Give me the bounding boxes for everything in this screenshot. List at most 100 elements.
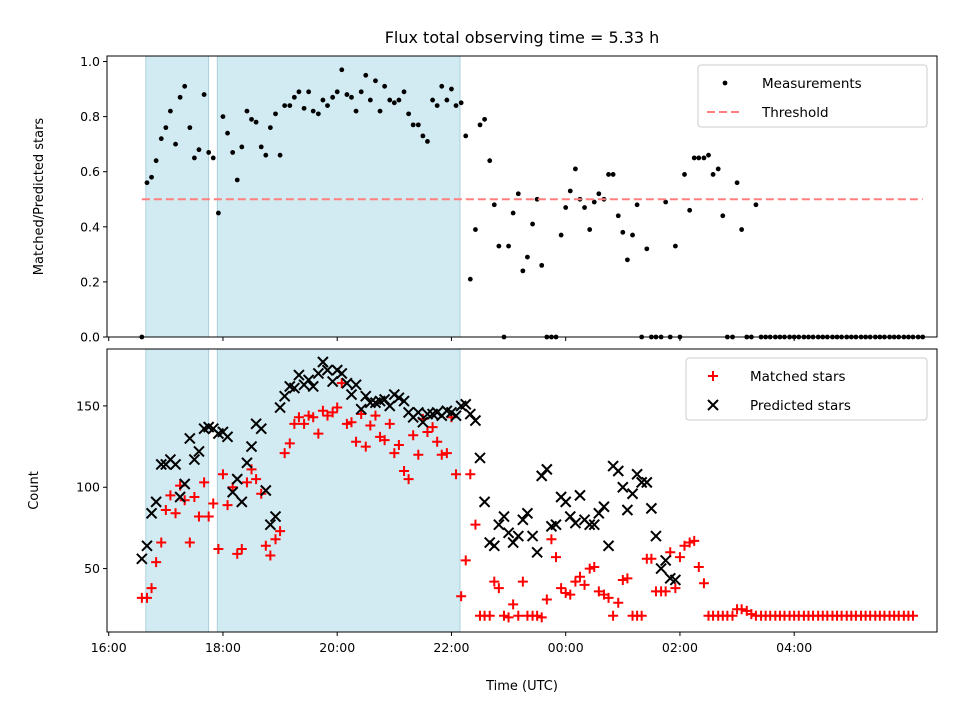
shaded-interval-1 [145, 348, 210, 633]
data-point [526, 530, 539, 542]
shaded-interval-2 [216, 55, 461, 338]
data-point [674, 552, 685, 563]
data-point [160, 505, 171, 516]
data-point [458, 100, 464, 106]
data-point [591, 199, 597, 205]
data-point [253, 119, 259, 125]
data-point [646, 553, 657, 564]
data-point [565, 589, 576, 600]
data-point [541, 463, 553, 476]
data-point [264, 518, 277, 531]
data-point [220, 114, 226, 120]
data-point [230, 150, 236, 155]
top-panel: 0.0 0.2 0.4 0.6 0.8 1.0 Matched/Predicted star… [32, 54, 938, 345]
data-point [588, 518, 600, 531]
data-point [593, 586, 604, 597]
data-point [377, 108, 383, 114]
data-point [165, 490, 176, 501]
data-point [470, 519, 481, 530]
data-point [184, 432, 196, 445]
data-point [312, 367, 325, 380]
legend-marker [708, 371, 718, 381]
data-point [241, 457, 253, 469]
data-point [517, 514, 529, 526]
data-point [241, 477, 252, 488]
data-point [736, 604, 747, 615]
data-point [196, 147, 202, 153]
data-point [417, 416, 429, 428]
data-point [617, 574, 628, 585]
data-point [660, 586, 671, 597]
y-tick-label: 1.0 [80, 54, 100, 69]
data-point [434, 103, 440, 108]
data-point [284, 438, 295, 449]
data-point [449, 86, 454, 92]
y-tick-label: 0.6 [80, 164, 100, 179]
data-point [387, 97, 393, 103]
data-point [456, 591, 467, 602]
data-point [510, 210, 516, 216]
data-point [153, 158, 159, 164]
data-point [450, 409, 462, 422]
data-point [258, 144, 264, 150]
data-point [499, 610, 510, 621]
data-point [739, 227, 745, 232]
data-point [365, 420, 376, 431]
data-point [178, 478, 191, 490]
data-point [550, 552, 561, 563]
data-point [341, 418, 352, 429]
data-point [367, 97, 373, 103]
data-point [477, 122, 483, 128]
data-point [630, 232, 635, 238]
data-point [353, 108, 359, 114]
data-point [478, 496, 491, 508]
data-point [558, 232, 564, 238]
data-point [645, 502, 658, 515]
data-point [430, 97, 436, 103]
data-point [696, 155, 702, 161]
data-point [307, 380, 319, 393]
x-axis-label: Time (UTC) [485, 679, 558, 694]
y-tick-label: 150 [76, 398, 100, 413]
data-point [351, 436, 362, 447]
data-point [691, 155, 697, 161]
data-point [321, 364, 334, 376]
data-point [215, 210, 221, 216]
data-point [260, 540, 271, 551]
data-point [727, 610, 738, 621]
data-point [273, 111, 278, 117]
data-point [641, 476, 653, 489]
data-point [474, 452, 486, 464]
data-point [236, 544, 247, 555]
data-point [263, 152, 269, 158]
data-point [620, 229, 626, 235]
data-point [463, 133, 469, 139]
data-point [150, 496, 162, 508]
data-point [346, 417, 357, 428]
data-point [279, 448, 290, 459]
data-point [536, 612, 547, 623]
data-point [682, 172, 687, 177]
series-predicted-stars [136, 356, 682, 586]
data-point [187, 125, 193, 131]
data-point [344, 92, 350, 97]
data-point [270, 534, 281, 545]
data-point [613, 597, 624, 608]
data-point [484, 610, 495, 621]
data-point [277, 152, 283, 158]
data-point [231, 473, 243, 485]
data-point [356, 409, 367, 420]
data-point [393, 439, 404, 450]
data-point [693, 561, 704, 572]
data-point [589, 561, 600, 572]
legend-marker [722, 80, 728, 86]
data-point [584, 563, 595, 574]
data-point [659, 554, 672, 567]
data-point [358, 89, 364, 95]
data-point [467, 276, 473, 282]
data-point [255, 422, 267, 435]
data-point [210, 155, 216, 161]
data-point [679, 540, 690, 551]
data-point [296, 89, 302, 95]
data-point [460, 398, 472, 411]
